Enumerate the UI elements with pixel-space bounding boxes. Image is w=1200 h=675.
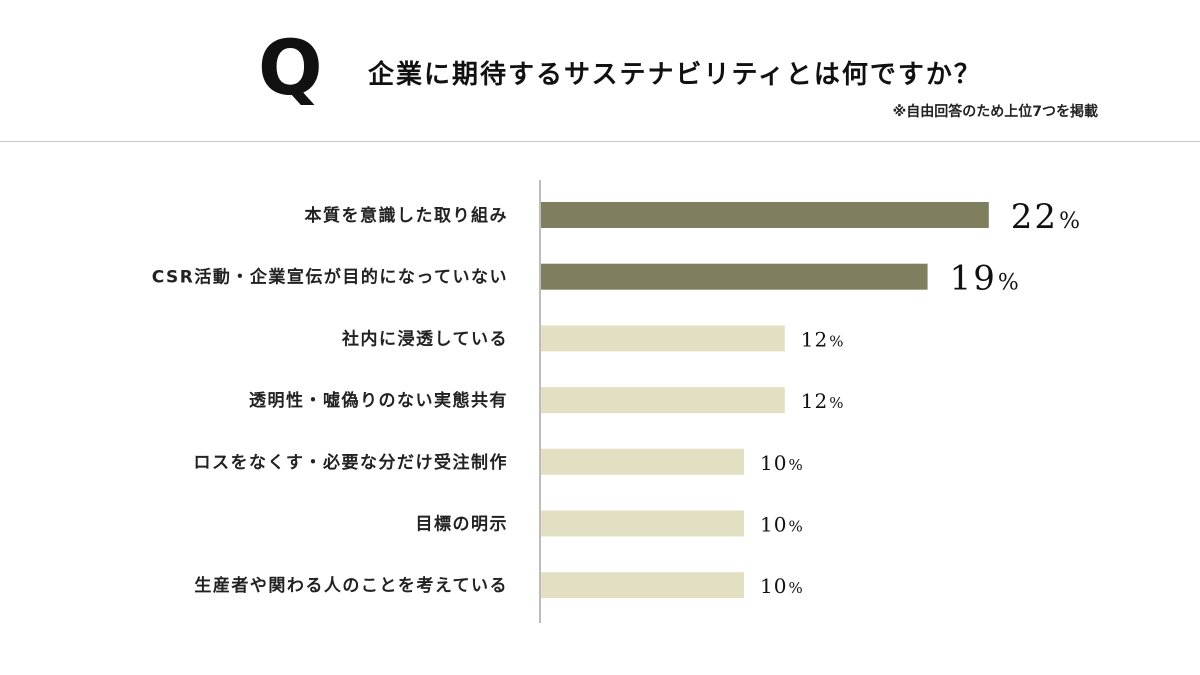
value-label: 10% [760,451,804,475]
bar [540,325,785,352]
bar [540,387,785,414]
value-label: 19% [950,259,1021,299]
value-label: 12% [801,389,845,413]
category-label: 透明性・嘘偽りのない実態共有 [249,390,508,411]
value-label: 22% [1011,197,1082,237]
bar [540,448,744,475]
value-label: 10% [760,513,804,537]
header-divider [0,141,1200,142]
category-label: 社内に浸透している [341,328,508,349]
category-label: CSR活動・企業宣伝が目的になっていない [152,267,508,288]
q-mark: Q [258,23,323,112]
category-label: 本質を意識した取り組み [305,205,509,226]
value-label: 10% [760,574,804,598]
footnote: ※自由回答のため上位7つを掲載 [892,104,1098,120]
category-label: ロスをなくす・必要な分だけ受注制作 [194,452,509,473]
category-label: 目標の明示 [416,514,509,535]
bar [540,510,744,537]
value-label: 12% [801,327,845,351]
category-label: 生産者や関わる人のことを考えている [194,575,508,596]
bar [540,202,989,228]
bar [540,572,744,599]
question-title: 企業に期待するサステナビリティとは何ですか？ [368,60,982,90]
bar [540,263,928,290]
